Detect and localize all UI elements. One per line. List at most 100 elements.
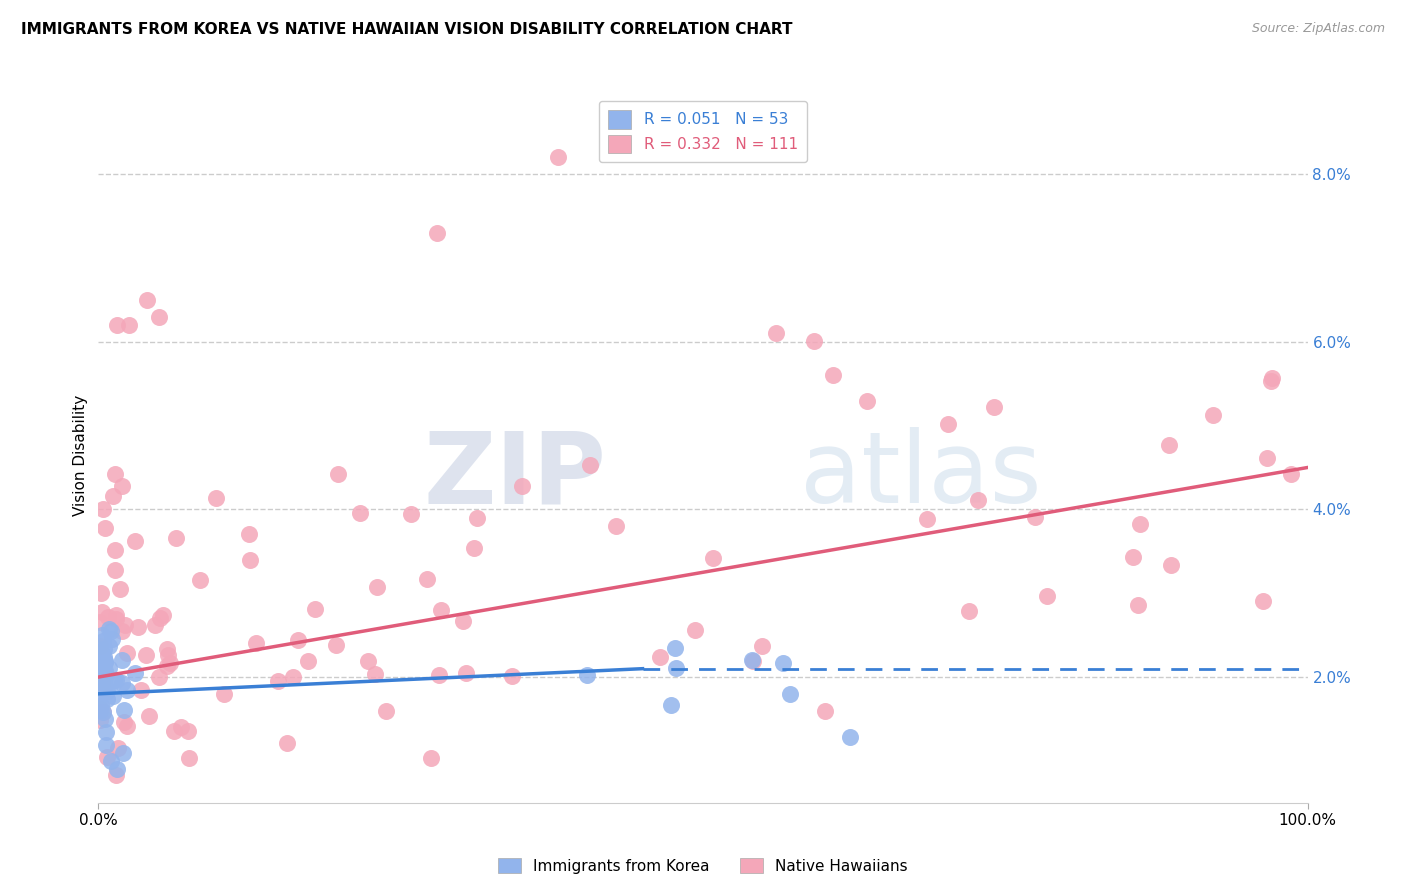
Point [297,654,319,668]
Point [159,656,181,670]
Point [683,624,706,638]
Point [366,580,388,594]
Point [94,668,117,682]
Point [212,687,235,701]
Point [104,563,127,577]
Point [502,669,524,683]
Point [661,698,683,712]
Point [112,715,135,730]
Point [91,676,114,690]
Point [1157,438,1180,452]
Text: IMMIGRANTS FROM KOREA VS NATIVE HAWAIIAN VISION DISABILITY CORRELATION CHART: IMMIGRANTS FROM KOREA VS NATIVE HAWAIIAN… [21,22,793,37]
Point [90,703,112,717]
Point [94,679,117,693]
Point [1122,549,1144,564]
Point [751,639,773,653]
Point [957,604,980,618]
Point [94,738,117,752]
Point [276,736,298,750]
Point [1261,370,1284,384]
Point [287,633,309,648]
Point [267,673,290,688]
Point [702,550,724,565]
Point [124,533,146,548]
Point [94,712,117,726]
Point [966,492,988,507]
Point [238,526,260,541]
Point [149,611,172,625]
Point [349,507,371,521]
Point [91,680,114,694]
Point [93,521,115,535]
Point [131,683,153,698]
Point [148,310,170,324]
Point [170,720,193,734]
Point [157,648,180,662]
Point [91,680,114,694]
Point [104,467,127,482]
Point [1024,509,1046,524]
Point [111,479,134,493]
Point [453,614,475,628]
Point [426,226,449,240]
Point [118,318,141,332]
Point [93,654,115,668]
Point [814,704,837,718]
Point [936,417,959,432]
Point [239,553,262,567]
Point [328,467,350,481]
Point [1279,467,1302,482]
Point [98,661,121,675]
Point [108,582,131,596]
Point [104,768,127,782]
Point [91,658,114,673]
Point [163,724,186,739]
Point [96,750,118,764]
Point [245,636,267,650]
Point [177,723,200,738]
Point [578,458,600,473]
Point [90,649,112,664]
Point [91,502,114,516]
Point [430,603,453,617]
Point [839,731,862,745]
Point [1160,558,1182,572]
Point [665,660,688,674]
Point [98,639,121,653]
Point [105,762,128,776]
Point [325,638,347,652]
Text: atlas: atlas [800,427,1042,524]
Point [91,634,114,648]
Point [91,706,114,720]
Point [100,624,122,638]
Point [463,541,485,555]
Point [97,610,120,624]
Point [138,709,160,723]
Point [124,665,146,680]
Point [87,690,110,704]
Point [188,573,211,587]
Point [364,667,387,681]
Point [205,491,228,505]
Point [96,683,118,698]
Point [772,656,794,670]
Point [87,699,110,714]
Point [93,642,115,657]
Point [117,682,139,697]
Point [89,713,111,727]
Point [856,394,879,409]
Point [107,740,129,755]
Point [93,671,115,685]
Point [93,650,115,665]
Point [105,318,128,332]
Point [89,701,111,715]
Point [101,689,124,703]
Point [111,653,134,667]
Point [97,622,120,636]
Point [90,628,112,642]
Point [416,572,439,586]
Point [1036,589,1059,603]
Point [1202,408,1225,422]
Point [90,698,112,713]
Point [111,746,134,760]
